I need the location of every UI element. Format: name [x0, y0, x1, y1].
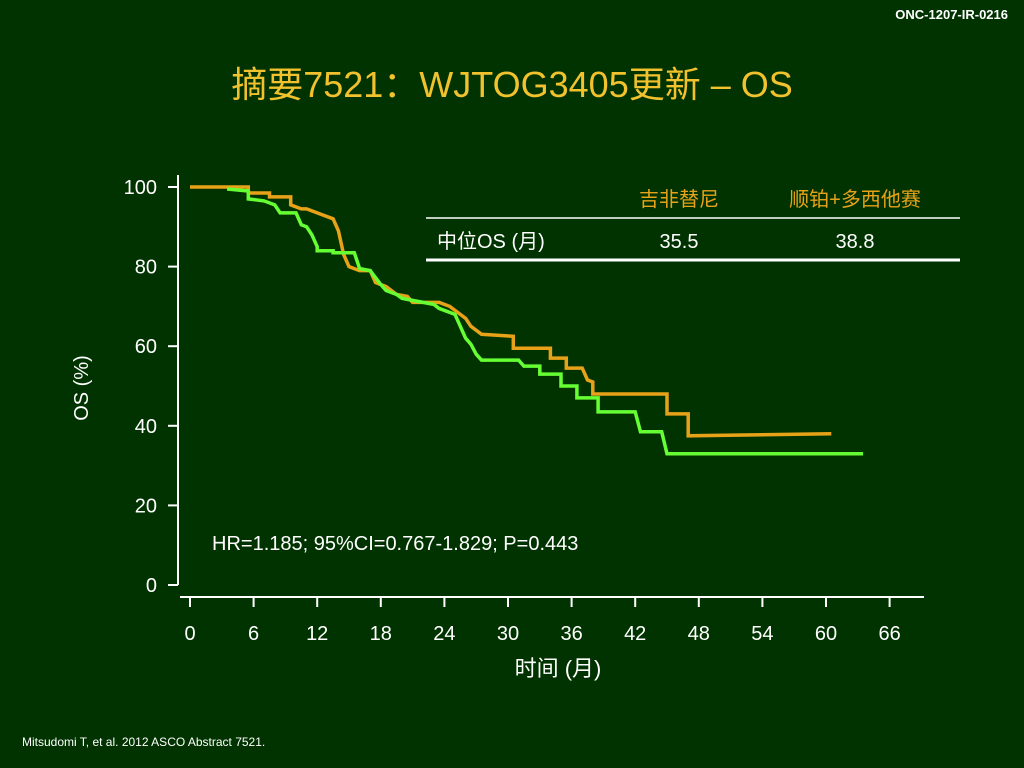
y-tick-label: 20 [135, 495, 157, 517]
x-tick-label: 30 [497, 623, 519, 645]
axes: 0 20 40 60 80 100 0 6 12 18 24 30 36 42 48 54 60 66 [124, 175, 924, 645]
x-tick-label: 36 [560, 623, 582, 645]
gefitinib-curve [190, 185, 832, 438]
citation: Mitsudomi T, et al. 2012 ASCO Abstract 7… [22, 735, 266, 749]
x-tick-label: 0 [184, 623, 195, 645]
y-tick-label: 40 [135, 416, 157, 438]
hr-annotation: HR=1.185; 95%CI=0.767-1.829; P=0.443 [212, 533, 578, 555]
y-axis-label: OS (%) [71, 355, 93, 421]
table-row-label: 中位OS (月) [437, 230, 545, 253]
x-tick-label: 6 [248, 623, 259, 645]
y-tick-label: 0 [146, 575, 157, 597]
table-header-1: 吉非替尼 [639, 188, 719, 211]
x-tick-label: 18 [370, 623, 392, 645]
x-tick-label: 60 [815, 623, 837, 645]
x-tick-label: 66 [878, 623, 900, 645]
y-tick-label: 100 [124, 177, 157, 199]
document-code: ONC-1207-IR-0216 [895, 7, 1008, 22]
table-cell: 38.8 [836, 231, 875, 253]
x-tick-label: 24 [433, 623, 455, 645]
x-tick-label: 54 [751, 623, 773, 645]
y-tick-label: 60 [135, 336, 157, 358]
table-header-2: 顺铂+多西他赛 [789, 188, 921, 211]
y-tick-label: 80 [135, 257, 157, 279]
x-tick-label: 12 [306, 623, 328, 645]
x-axis-label: 时间 (月) [515, 656, 602, 681]
table-cell: 35.5 [660, 231, 699, 253]
cisplatin-docetaxel-curve [226, 187, 864, 456]
survival-curves [190, 185, 864, 456]
slide-title: 摘要7521：WJTOG3405更新 – OS [231, 64, 793, 105]
x-tick-label: 48 [688, 623, 710, 645]
x-tick-label: 42 [624, 623, 646, 645]
